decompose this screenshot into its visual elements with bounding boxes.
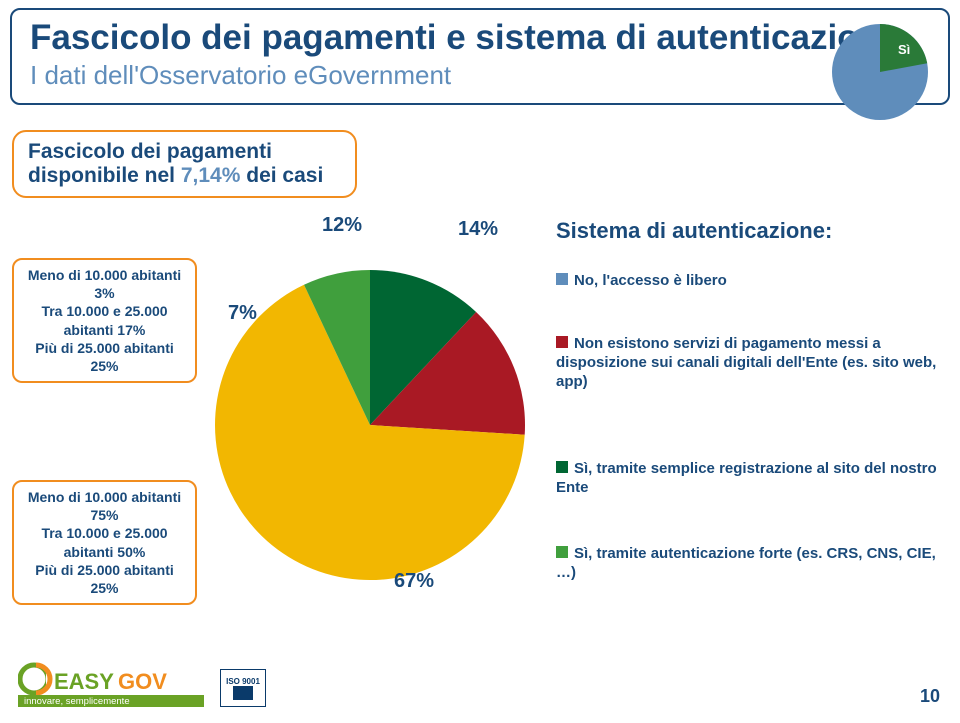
mini-pie-svg xyxy=(830,22,930,122)
callout-line2: disponibile nel 7,14% dei casi xyxy=(28,164,341,188)
main-pie-svg xyxy=(210,225,530,595)
legend-item-d: Sì, tramite autenticazione forte (es. CR… xyxy=(556,545,941,583)
legend-swatch-c xyxy=(556,461,568,473)
stats-lower: Meno di 10.000 abitanti 75% Tra 10.000 e… xyxy=(12,480,197,605)
mini-pie-label: Sì xyxy=(898,42,910,57)
stats-lower-l1: Meno di 10.000 abitanti xyxy=(24,488,185,506)
header-box: Fascicolo dei pagamenti e sistema di aut… xyxy=(10,8,950,105)
legend-text-a: No, l'accesso è libero xyxy=(574,272,727,289)
iso-mark-icon xyxy=(233,686,253,700)
pie-label-7: 7% xyxy=(228,302,257,325)
stats-lower-l3: Tra 10.000 e 25.000 xyxy=(24,524,185,542)
page-number: 10 xyxy=(920,686,940,707)
legend-swatch-a xyxy=(556,273,568,285)
iso-badge: ISO 9001 xyxy=(220,669,266,707)
stats-upper: Meno di 10.000 abitanti 3% Tra 10.000 e … xyxy=(12,258,197,383)
main-pie xyxy=(210,225,530,600)
stats-lower-l5: Più di 25.000 abitanti xyxy=(24,561,185,579)
stats-upper-l4: abitanti 17% xyxy=(24,321,185,339)
pie-label-14: 14% xyxy=(458,218,498,241)
stats-lower-l4: abitanti 50% xyxy=(24,543,185,561)
legend-swatch-b xyxy=(556,336,568,348)
mini-pie: Sì xyxy=(830,22,930,127)
stats-upper-l6: 25% xyxy=(24,357,185,375)
pie-label-67: 67% xyxy=(394,570,434,593)
footer-logo: EASY GOV innovare, semplicemente xyxy=(18,661,208,709)
stats-lower-l6: 25% xyxy=(24,579,185,597)
legend-item-a: No, l'accesso è libero xyxy=(556,272,926,291)
svg-text:GOV: GOV xyxy=(118,669,167,694)
page-subtitle: I dati dell'Osservatorio eGovernment xyxy=(30,60,930,91)
legend-text-c: Sì, tramite semplice registrazione al si… xyxy=(556,460,937,496)
stats-lower-l2: 75% xyxy=(24,506,185,524)
stats-upper-l5: Più di 25.000 abitanti xyxy=(24,339,185,357)
legend-text-d: Sì, tramite autenticazione forte (es. CR… xyxy=(556,545,936,581)
stats-upper-l1: Meno di 10.000 abitanti xyxy=(24,266,185,284)
stats-upper-l3: Tra 10.000 e 25.000 xyxy=(24,302,185,320)
legend-item-b: Non esistono servizi di pagamento messi … xyxy=(556,335,941,391)
pie-label-12: 12% xyxy=(322,214,362,237)
logo-tagline: innovare, semplicemente xyxy=(24,696,130,707)
callout-line1: Fascicolo dei pagamenti xyxy=(28,140,341,164)
legend-text-b: Non esistono servizi di pagamento messi … xyxy=(556,335,936,390)
legend-swatch-d xyxy=(556,546,568,558)
stats-upper-l2: 3% xyxy=(24,284,185,302)
legend-item-c: Sì, tramite semplice registrazione al si… xyxy=(556,460,941,498)
iso-text: ISO 9001 xyxy=(226,677,260,686)
page-title: Fascicolo dei pagamenti e sistema di aut… xyxy=(30,18,930,58)
svg-text:EASY: EASY xyxy=(54,669,114,694)
legend-title: Sistema di autenticazione: xyxy=(556,218,832,244)
callout-fascicolo: Fascicolo dei pagamenti disponibile nel … xyxy=(12,130,357,198)
easygov-logo-icon: EASY GOV innovare, semplicemente xyxy=(18,661,208,709)
